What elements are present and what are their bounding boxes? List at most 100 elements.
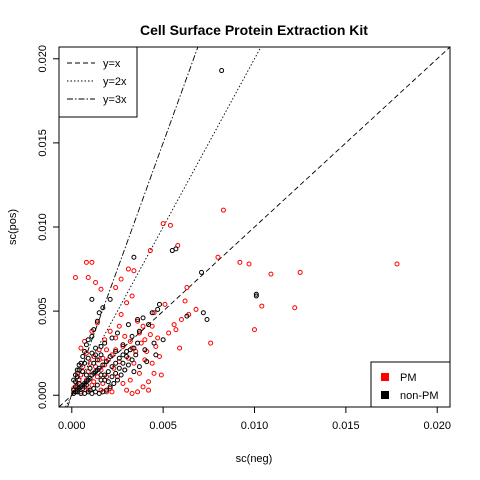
data-point-pm <box>98 286 104 292</box>
data-point-non-pm <box>104 359 110 365</box>
data-point-pm <box>171 322 177 328</box>
data-point-pm <box>177 345 183 351</box>
data-point-non-pm <box>204 317 210 323</box>
data-point-non-pm <box>200 310 206 316</box>
data-point-non-pm <box>89 350 95 356</box>
data-point-pm <box>118 276 124 282</box>
data-point-non-pm <box>125 362 131 368</box>
data-point-non-pm <box>82 348 88 354</box>
data-point-non-pm <box>85 337 91 343</box>
data-point-pm <box>146 387 152 393</box>
data-point-non-pm <box>71 377 77 383</box>
data-point-non-pm <box>135 317 141 323</box>
data-point-non-pm <box>113 348 119 354</box>
y-tick-label: 0.010 <box>37 213 49 241</box>
data-point-non-pm <box>109 364 115 370</box>
data-point-non-pm <box>160 337 166 343</box>
data-point-non-pm <box>131 369 137 375</box>
data-point-non-pm <box>133 352 139 358</box>
data-point-non-pm <box>184 313 190 319</box>
data-point-non-pm <box>140 315 146 321</box>
data-point-non-pm <box>146 322 152 328</box>
data-point-non-pm <box>109 374 115 380</box>
data-point-non-pm <box>120 342 126 348</box>
data-point-non-pm <box>109 335 115 341</box>
data-point-non-pm <box>199 269 205 275</box>
group-legend-label: PM <box>400 372 417 384</box>
data-point-pm <box>149 360 155 366</box>
data-point-non-pm <box>98 352 104 358</box>
reference-line-0 <box>58 46 451 408</box>
data-point-pm <box>146 379 152 385</box>
x-tick-label: 0.005 <box>149 420 177 432</box>
data-point-non-pm <box>142 347 148 353</box>
data-point-non-pm <box>131 345 137 351</box>
reference-legend-box <box>58 46 138 118</box>
data-point-pm <box>107 328 113 334</box>
x-axis-label: sc(neg) <box>236 453 273 465</box>
data-point-non-pm <box>113 360 119 366</box>
data-point-pm <box>208 340 214 346</box>
data-point-non-pm <box>122 367 128 373</box>
reference-line-legend: y=x y=2x y=3x <box>58 46 138 118</box>
data-point-non-pm <box>98 343 104 349</box>
data-point-non-pm <box>102 340 108 346</box>
data-point-non-pm <box>94 318 100 324</box>
data-point-pm <box>113 285 119 291</box>
x-tick-label: 0.000 <box>58 420 86 432</box>
x-tick-label: 0.020 <box>423 420 451 432</box>
data-point-pm <box>252 327 257 333</box>
data-point-pm <box>193 306 199 312</box>
data-point-pm <box>237 259 243 265</box>
data-point-pm <box>160 221 166 227</box>
data-point-non-pm <box>125 322 131 328</box>
data-point-pm <box>297 269 303 275</box>
data-point-non-pm <box>253 293 259 299</box>
data-point-pm <box>173 327 179 333</box>
data-point-non-pm <box>83 372 89 378</box>
data-point-pm <box>104 347 110 353</box>
data-point-non-pm <box>219 68 225 74</box>
data-point-pm <box>259 303 265 309</box>
data-point-pm <box>94 320 100 326</box>
group-legend-box <box>370 361 451 408</box>
y-tick-label: 0.020 <box>37 45 49 73</box>
reference-legend-label: y=2x <box>103 76 127 88</box>
data-point-pm <box>78 345 84 351</box>
data-point-non-pm <box>72 384 78 390</box>
data-point-non-pm <box>114 377 120 383</box>
data-point-non-pm <box>107 354 113 360</box>
data-point-non-pm <box>156 301 162 307</box>
data-point-non-pm <box>83 342 89 348</box>
data-point-non-pm <box>80 385 86 391</box>
data-point-pm <box>89 259 95 265</box>
data-point-non-pm <box>151 340 157 346</box>
data-point-non-pm <box>118 372 124 378</box>
data-point-pm <box>127 338 133 344</box>
data-point-pm <box>124 300 130 306</box>
group-legend: PM non-PM <box>370 361 451 408</box>
x-tick-label: 0.015 <box>332 420 360 432</box>
data-point-non-pm <box>100 305 106 311</box>
data-point-pm <box>292 305 298 311</box>
group-legend-swatch <box>381 373 389 381</box>
data-point-pm <box>151 370 157 376</box>
data-point-non-pm <box>105 379 111 385</box>
reference-line-2 <box>67 46 199 408</box>
data-point-pm <box>215 254 221 260</box>
data-point-non-pm <box>93 345 99 351</box>
data-point-pm <box>140 384 146 390</box>
data-point-non-pm <box>72 372 78 378</box>
data-point-non-pm <box>124 354 130 360</box>
data-point-pm <box>268 271 274 277</box>
data-point-pm <box>109 389 115 395</box>
data-point-pm <box>178 317 184 323</box>
data-point-non-pm <box>135 340 141 346</box>
data-point-pm <box>140 323 146 329</box>
data-point-non-pm <box>155 306 161 312</box>
data-point-non-pm <box>107 296 113 302</box>
data-point-non-pm <box>100 362 106 368</box>
data-point-pm <box>125 266 131 272</box>
data-point-non-pm <box>76 380 82 386</box>
data-point-pm <box>167 222 173 228</box>
